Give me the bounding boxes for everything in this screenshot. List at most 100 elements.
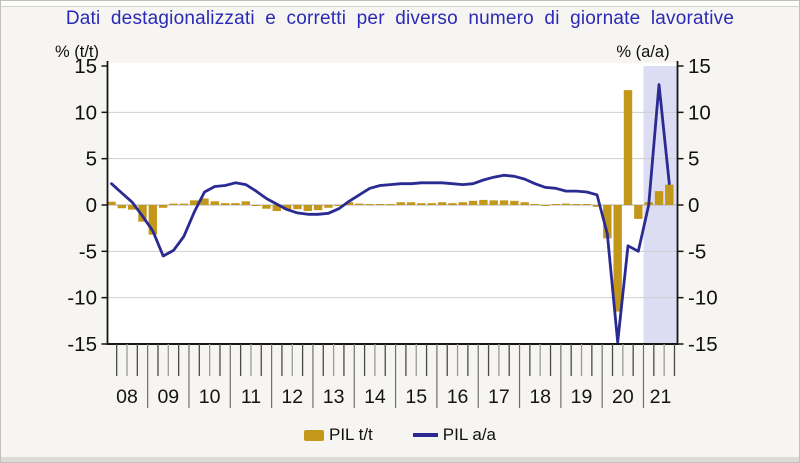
year-label: 10 xyxy=(199,386,221,408)
bar xyxy=(386,204,395,205)
bar xyxy=(592,205,602,207)
right-axis-unit-label: % (a/a) xyxy=(616,43,669,61)
bar xyxy=(520,202,529,205)
bar xyxy=(582,204,591,205)
bar xyxy=(189,200,199,205)
bar xyxy=(561,203,571,205)
chart-title: Dati destagionalizzati e corretti per di… xyxy=(65,8,735,29)
year-label: 18 xyxy=(529,386,551,408)
left-axis-unit-label: % (t/t) xyxy=(55,43,99,61)
bar xyxy=(437,202,447,205)
year-label: 20 xyxy=(612,386,634,408)
year-label: 13 xyxy=(323,386,345,408)
bar xyxy=(499,200,509,205)
y-tick-left: -5 xyxy=(79,240,97,263)
bar xyxy=(365,204,374,205)
bar xyxy=(127,205,137,210)
legend-label-pil-aa: PIL a/a xyxy=(442,425,497,444)
bar xyxy=(551,204,560,205)
bar xyxy=(603,205,612,239)
bar xyxy=(179,203,189,205)
year-label: 19 xyxy=(571,386,593,408)
bar xyxy=(355,203,364,205)
y-tick-right: -5 xyxy=(688,240,706,263)
line-swatch-icon xyxy=(412,433,438,437)
axes: 15 15 10 10 5 5 0 0 -5 -5 -10 -10 -15 -15 xyxy=(67,55,717,356)
bar xyxy=(262,205,271,209)
year-label: 21 xyxy=(650,386,672,408)
year-label: 16 xyxy=(447,386,469,408)
bar xyxy=(241,201,250,205)
bar xyxy=(510,200,519,205)
bar xyxy=(458,202,467,205)
bar xyxy=(293,205,302,210)
bar xyxy=(334,205,343,206)
y-tick-right: -10 xyxy=(688,287,718,310)
bar xyxy=(282,205,292,210)
bar xyxy=(117,205,127,209)
y-tick-right: 15 xyxy=(688,55,711,78)
bar-swatch-icon xyxy=(303,429,324,441)
line-series-pil-aa xyxy=(110,83,671,344)
bar xyxy=(200,198,209,205)
y-tick-right: 5 xyxy=(688,148,699,171)
chart-legend: PIL t/t PIL a/a xyxy=(1,425,799,445)
y-tick-left: -10 xyxy=(67,287,97,310)
bar xyxy=(272,205,281,212)
bar xyxy=(634,205,643,219)
year-label: 15 xyxy=(405,386,427,408)
bar xyxy=(220,203,230,205)
bar xyxy=(324,205,333,208)
bar xyxy=(417,203,426,205)
bar xyxy=(107,201,116,205)
y-tick-left: 10 xyxy=(74,101,97,124)
year-label: 09 xyxy=(157,386,179,408)
bar xyxy=(541,205,550,206)
y-tick-left: 15 xyxy=(74,55,97,78)
legend-item-pil-aa: PIL a/a xyxy=(412,425,497,445)
bar xyxy=(251,205,261,206)
bar xyxy=(530,204,540,205)
bar xyxy=(427,203,436,205)
y-tick-left: 5 xyxy=(86,148,97,171)
bar xyxy=(396,202,405,205)
legend-label-pil-tt: PIL t/t xyxy=(328,425,373,444)
top-strip xyxy=(1,1,799,7)
legend-item-pil-tt: PIL t/t xyxy=(303,425,373,445)
y-tick-right: 10 xyxy=(688,101,711,124)
bar xyxy=(406,202,416,205)
bar xyxy=(169,203,178,205)
bar xyxy=(623,90,633,205)
gdp-combo-chart: 15 15 10 10 5 5 0 0 -5 -5 -10 -10 -15 -15 % (t/t) % (a/… xyxy=(55,43,718,408)
bar xyxy=(654,191,664,205)
bottom-strip xyxy=(1,457,799,462)
bar xyxy=(158,205,168,208)
bar xyxy=(148,205,158,235)
bar xyxy=(375,204,385,205)
year-label: 12 xyxy=(281,386,303,408)
y-tick-left: -15 xyxy=(67,333,97,356)
bar xyxy=(448,203,457,205)
y-tick-right: 0 xyxy=(688,194,699,217)
bar xyxy=(210,201,219,205)
bar xyxy=(303,205,312,212)
bar xyxy=(344,202,354,205)
bar xyxy=(468,200,478,205)
year-label: 08 xyxy=(116,386,138,408)
bar xyxy=(313,205,323,211)
y-tick-right: -15 xyxy=(688,333,718,356)
bar xyxy=(138,205,147,222)
bar-series-pil-tt xyxy=(107,90,674,312)
bar xyxy=(479,199,488,205)
year-label: 14 xyxy=(364,386,386,408)
bar xyxy=(489,200,498,205)
bar xyxy=(613,205,622,312)
bar xyxy=(665,184,674,205)
bar xyxy=(572,204,581,205)
y-tick-left: 0 xyxy=(86,194,97,217)
year-label: 11 xyxy=(241,386,261,408)
x-axis-ticks: 08 09 10 11 12 13 14 15 16 17 18 19 20 21 xyxy=(116,344,676,408)
year-label: 17 xyxy=(488,386,510,408)
bar xyxy=(231,203,240,205)
